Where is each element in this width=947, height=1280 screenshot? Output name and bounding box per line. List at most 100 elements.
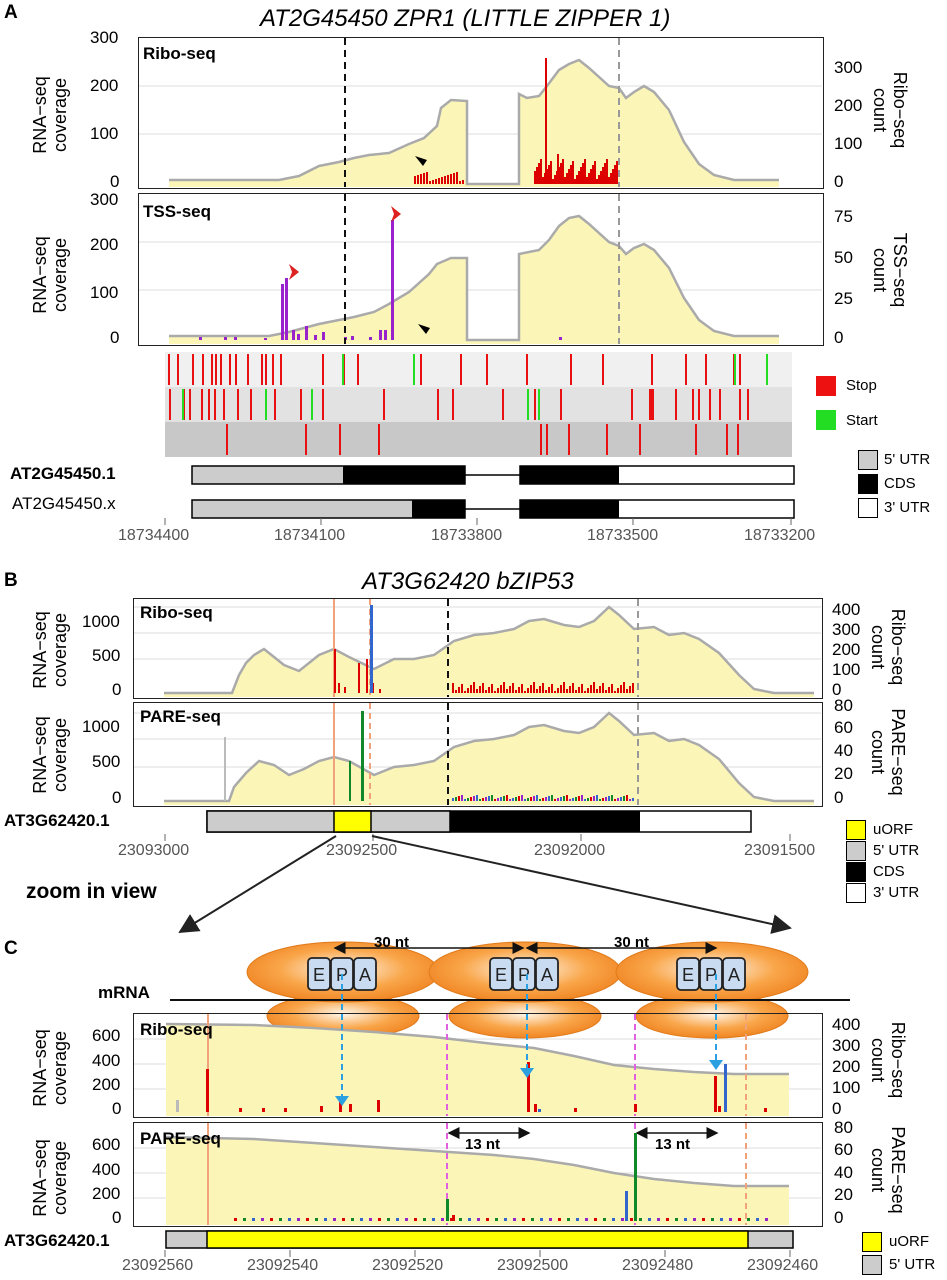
site-p: [512, 957, 536, 991]
bar: [614, 165, 616, 184]
c-ribo-coverage-fill: [166, 1024, 789, 1116]
bar: [634, 1104, 637, 1112]
b-pare-coverage-fill: [164, 713, 814, 805]
bar: [452, 1215, 455, 1221]
panel-c-ribosome-diagram: EPAEPAEPA: [170, 941, 850, 1039]
bar: [426, 172, 428, 184]
stop-codon: [570, 354, 572, 385]
bar: [358, 663, 360, 693]
bar: [566, 795, 568, 801]
bar: [527, 798, 529, 801]
start-legend-label: Start: [846, 412, 878, 429]
stop-codon: [437, 389, 439, 420]
bar: [632, 683, 634, 693]
bar: [491, 684, 493, 693]
bar: [702, 1218, 705, 1221]
tick: 300: [90, 28, 119, 47]
x-tick: 23092480: [622, 1257, 694, 1274]
bar: [527, 1062, 530, 1112]
offset-label-2: 13 nt: [655, 1136, 691, 1153]
bar: [515, 690, 517, 693]
x-tick: 23092500: [326, 842, 398, 859]
bar: [549, 1218, 552, 1221]
bar: [625, 1191, 628, 1221]
bar: [584, 159, 586, 184]
bar: [594, 1218, 597, 1221]
tick: 400: [832, 1015, 861, 1034]
bar: [512, 683, 514, 693]
bar: [339, 1100, 342, 1112]
bar: [585, 1218, 588, 1221]
stop-codon: [685, 354, 687, 385]
b-pare-coverage-line: [164, 711, 814, 803]
panel-b-pare-svg: [134, 703, 821, 805]
bar: [234, 1218, 237, 1221]
c-pare-coverage-fill: [166, 1137, 789, 1225]
cds-legend-swatch: [846, 862, 866, 882]
bar: [596, 795, 598, 801]
bar: [584, 799, 586, 801]
bar: [586, 177, 588, 184]
stop-codon: [280, 354, 282, 385]
tick: 60: [834, 1140, 853, 1159]
bar: [234, 337, 237, 340]
uorf-legend-label: uORF: [889, 1233, 930, 1250]
stop-codon: [202, 354, 204, 385]
bar: [575, 797, 577, 801]
bar: [414, 176, 416, 184]
frame-2: [165, 387, 792, 422]
bar: [527, 688, 529, 693]
stop-codon: [420, 354, 422, 385]
bar: [587, 688, 589, 693]
bar: [464, 691, 466, 693]
codon-arrowhead: [335, 1096, 349, 1106]
stop-codon: [695, 424, 697, 455]
stop-codon: [526, 354, 528, 385]
stop-codon: [737, 424, 739, 455]
bar: [617, 798, 619, 801]
bar: [521, 684, 523, 693]
stop-codon: [235, 354, 237, 385]
bar: [429, 181, 431, 184]
bar: [379, 330, 382, 340]
tick: 400: [92, 1160, 121, 1179]
stop-codon: [189, 389, 191, 420]
stop-codon: [639, 424, 641, 455]
bar: [605, 797, 607, 801]
c-pare-coverage-line: [165, 1135, 789, 1188]
stop-codon: [223, 389, 225, 420]
bar: [554, 175, 556, 184]
b-ribo-coverage-line: [164, 605, 814, 695]
bar: [531, 1218, 534, 1221]
bar: [675, 1218, 678, 1221]
stop-codon: [265, 354, 267, 385]
bar: [452, 798, 454, 801]
bar: [648, 1218, 651, 1221]
utr5-legend-swatch: [862, 1255, 882, 1275]
stop-codon: [300, 389, 302, 420]
stop-codon: [606, 424, 608, 455]
bar: [536, 689, 538, 693]
bar: [612, 169, 614, 184]
stop-codon: [560, 389, 562, 420]
bar: [461, 795, 463, 801]
x-tick: 18733800: [431, 527, 503, 544]
bar: [570, 165, 572, 184]
bar: [414, 1218, 417, 1221]
cds: [343, 466, 465, 484]
bar: [569, 686, 571, 693]
bar: [504, 1218, 507, 1221]
tick: 100: [832, 1078, 861, 1097]
bar: [333, 1218, 336, 1221]
bar: [447, 175, 449, 184]
tick: 0: [832, 1099, 842, 1118]
bar: [576, 175, 578, 184]
stop-codon: [169, 389, 171, 420]
a-tss-coverage-line: [169, 214, 779, 342]
cds: [520, 466, 619, 484]
bar: [261, 1218, 264, 1221]
bar: [524, 691, 526, 693]
bar: [548, 796, 550, 801]
bar: [470, 797, 472, 801]
